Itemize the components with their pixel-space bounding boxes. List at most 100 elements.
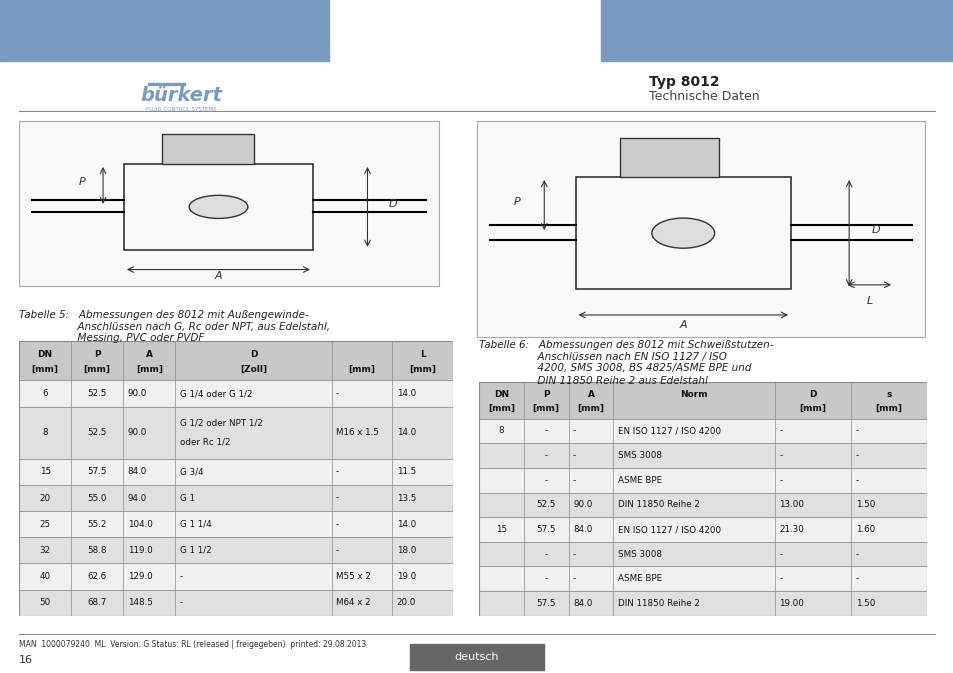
Text: 14.0: 14.0 xyxy=(396,389,416,398)
Text: 57.5: 57.5 xyxy=(88,468,107,476)
Text: 25: 25 xyxy=(39,520,51,529)
Text: [Zoll]: [Zoll] xyxy=(239,365,267,374)
Text: 15: 15 xyxy=(496,525,506,534)
Text: 19.00: 19.00 xyxy=(779,599,803,608)
Text: A: A xyxy=(146,351,152,359)
Text: [mm]: [mm] xyxy=(31,365,58,374)
Text: DIN 11850 Reihe 2 aus Edelstahl: DIN 11850 Reihe 2 aus Edelstahl xyxy=(478,376,707,386)
Text: DIN 11850 Reihe 2: DIN 11850 Reihe 2 xyxy=(618,599,700,608)
Text: 129.0: 129.0 xyxy=(128,572,152,581)
Text: 15: 15 xyxy=(39,468,51,476)
Text: bürkert: bürkert xyxy=(140,86,222,105)
Bar xyxy=(19,406,453,459)
Text: 55.0: 55.0 xyxy=(88,493,107,503)
Text: -: - xyxy=(855,451,858,460)
Text: -: - xyxy=(544,451,547,460)
Text: 18.0: 18.0 xyxy=(396,546,416,555)
Text: D: D xyxy=(808,390,816,399)
Text: -: - xyxy=(855,476,858,485)
Text: G 1: G 1 xyxy=(179,493,194,503)
Text: 20.0: 20.0 xyxy=(396,598,416,607)
Bar xyxy=(478,419,926,444)
Text: G 1 1/2: G 1 1/2 xyxy=(179,546,212,555)
Text: M16 x 1.5: M16 x 1.5 xyxy=(335,428,378,437)
Text: 13.00: 13.00 xyxy=(779,500,803,509)
Text: [mm]: [mm] xyxy=(875,404,902,413)
Text: 21.30: 21.30 xyxy=(779,525,803,534)
Bar xyxy=(478,591,926,616)
Text: -: - xyxy=(779,427,781,435)
Text: Norm: Norm xyxy=(679,390,707,399)
Text: 1.60: 1.60 xyxy=(855,525,874,534)
Bar xyxy=(478,542,926,567)
Text: SMS 3008: SMS 3008 xyxy=(618,451,661,460)
Text: -: - xyxy=(573,451,576,460)
Bar xyxy=(19,537,453,563)
Text: -: - xyxy=(335,389,338,398)
Text: 84.0: 84.0 xyxy=(573,599,592,608)
Text: 20: 20 xyxy=(39,493,51,503)
Text: -: - xyxy=(779,550,781,559)
Text: D: D xyxy=(388,199,396,209)
Text: 8: 8 xyxy=(498,427,503,435)
Text: Technische Daten: Technische Daten xyxy=(648,90,759,103)
Text: oder Rc 1/2: oder Rc 1/2 xyxy=(179,437,230,447)
Text: EN ISO 1127 / ISO 4200: EN ISO 1127 / ISO 4200 xyxy=(618,427,720,435)
Text: -: - xyxy=(544,427,547,435)
Text: [mm]: [mm] xyxy=(348,365,375,374)
Text: P: P xyxy=(78,178,86,188)
Text: s: s xyxy=(885,390,891,399)
Text: -: - xyxy=(779,451,781,460)
Text: 1.50: 1.50 xyxy=(855,599,874,608)
Text: G 3/4: G 3/4 xyxy=(179,468,203,476)
Text: A: A xyxy=(587,390,594,399)
Text: Typ 8012: Typ 8012 xyxy=(648,75,719,89)
Text: 6: 6 xyxy=(42,389,48,398)
Text: 13.5: 13.5 xyxy=(396,493,416,503)
Text: 50: 50 xyxy=(39,598,51,607)
Text: 84.0: 84.0 xyxy=(128,468,147,476)
Text: Anschlüssen nach EN ISO 1127 / ISO: Anschlüssen nach EN ISO 1127 / ISO xyxy=(478,352,726,362)
Bar xyxy=(478,517,926,542)
Text: -: - xyxy=(335,546,338,555)
Text: -: - xyxy=(179,572,183,581)
Text: Tabelle 5:   Abmessungen des 8012 mit Außengewinde-: Tabelle 5: Abmessungen des 8012 mit Auße… xyxy=(19,310,309,320)
Text: G 1/2 oder NPT 1/2: G 1/2 oder NPT 1/2 xyxy=(179,419,262,428)
Text: -: - xyxy=(573,476,576,485)
Text: 94.0: 94.0 xyxy=(128,493,147,503)
Bar xyxy=(478,444,926,468)
Bar xyxy=(478,567,926,591)
Text: P: P xyxy=(542,390,549,399)
Text: 90.0: 90.0 xyxy=(128,389,147,398)
Text: FLUID CONTROL SYSTEMS: FLUID CONTROL SYSTEMS xyxy=(146,106,216,112)
Text: 11.5: 11.5 xyxy=(396,468,416,476)
Text: [mm]: [mm] xyxy=(532,404,559,413)
Text: -: - xyxy=(573,574,576,583)
Text: 32: 32 xyxy=(39,546,51,555)
Text: A: A xyxy=(214,271,222,281)
Text: 58.8: 58.8 xyxy=(88,546,107,555)
Text: DIN 11850 Reihe 2: DIN 11850 Reihe 2 xyxy=(618,500,700,509)
Text: 57.5: 57.5 xyxy=(536,599,556,608)
Text: A: A xyxy=(679,320,686,330)
Text: 52.5: 52.5 xyxy=(88,428,107,437)
Text: P: P xyxy=(93,351,100,359)
Text: M64 x 2: M64 x 2 xyxy=(335,598,370,607)
Text: G 1/4 oder G 1/2: G 1/4 oder G 1/2 xyxy=(179,389,252,398)
Text: D: D xyxy=(871,225,880,235)
Text: 14.0: 14.0 xyxy=(396,428,416,437)
Text: 84.0: 84.0 xyxy=(573,525,592,534)
Bar xyxy=(19,380,453,406)
Text: -: - xyxy=(573,427,576,435)
Text: G 1 1/4: G 1 1/4 xyxy=(179,520,212,529)
Text: 148.5: 148.5 xyxy=(128,598,152,607)
Text: 57.5: 57.5 xyxy=(536,525,556,534)
Text: 119.0: 119.0 xyxy=(128,546,152,555)
Text: 16: 16 xyxy=(19,655,33,664)
Text: [mm]: [mm] xyxy=(487,404,515,413)
Text: Tabelle 6:   Abmessungen des 8012 mit Schweißstutzen-: Tabelle 6: Abmessungen des 8012 mit Schw… xyxy=(478,340,773,350)
Text: P: P xyxy=(514,197,520,207)
Text: EN ISO 1127 / ISO 4200: EN ISO 1127 / ISO 4200 xyxy=(618,525,720,534)
Text: [mm]: [mm] xyxy=(409,365,436,374)
Bar xyxy=(619,139,719,177)
